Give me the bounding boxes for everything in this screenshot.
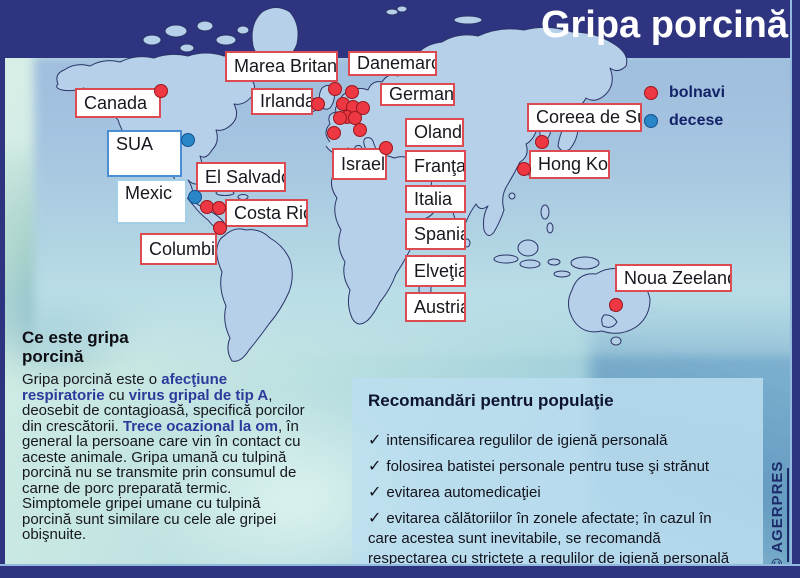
bolnavi-marker — [345, 85, 359, 99]
recommendation-item: ✓ evitarea călătoriilor în zonele afectat… — [368, 510, 730, 567]
checkmark-icon: ✓ — [368, 432, 382, 449]
frame-bottom — [0, 566, 800, 578]
recommendation-item: ✓ folosirea batistei personale pentru tus… — [368, 458, 710, 475]
bolnavi-marker — [213, 221, 227, 235]
country-label-spania: Spania — [405, 218, 466, 250]
country-label-mexic: Mexic — [116, 179, 187, 224]
country-label-israel: Israel — [332, 148, 387, 180]
about-text-highlight: afecţiune respiratorie — [22, 371, 228, 404]
country-label-fran-a: Franţa — [405, 150, 466, 182]
recommendations-list: ✓ intensificarea regulilor de igienă pers… — [368, 431, 741, 569]
about-panel: Ce este gripa porcină Gripa porcină este… — [22, 328, 312, 543]
checkmark-icon: ✓ — [368, 458, 382, 475]
bolnavi-marker — [535, 135, 549, 149]
checkmark-icon: ✓ — [368, 510, 382, 527]
bolnavi-marker — [333, 111, 347, 125]
about-text-segment: , în general la persoane care vin în con… — [22, 417, 301, 543]
about-text-highlight: virus gripal de tip A — [128, 386, 269, 404]
country-label-canada: Canada — [75, 88, 161, 118]
country-label-hong-kong: Hong Kong — [529, 150, 610, 179]
bolnavi-marker — [517, 162, 531, 176]
recommendation-item: ✓ intensificarea regulilor de igienă pers… — [368, 432, 668, 449]
country-label-italia: Italia — [405, 185, 466, 213]
country-label-costa-rica: Costa Rica — [225, 199, 308, 227]
legend-item-bolnavi: bolnavi — [644, 84, 725, 102]
about-text-segment: cu — [104, 386, 129, 404]
about-text-highlight: Trece ocazional la om — [122, 417, 278, 435]
decese-marker — [188, 190, 202, 204]
recommendations-heading: Recomandări pentru populaţie — [368, 391, 614, 410]
frame-left — [0, 0, 5, 578]
about-heading: Ce este gripa porcină — [22, 328, 129, 366]
agency-credit: © AGERPRES — [769, 460, 786, 570]
bolnavi-dot-icon — [644, 86, 658, 100]
bolnavi-marker — [154, 84, 168, 98]
legend-item-decese: decese — [644, 112, 725, 130]
bolnavi-marker — [356, 101, 370, 115]
land-new-zealand-south — [601, 314, 618, 328]
country-label-germania: Germania — [380, 83, 455, 106]
legend-label: decese — [669, 112, 724, 129]
about-text-segment: Gripa porcină este o — [22, 371, 162, 388]
bolnavi-marker — [328, 82, 342, 96]
recommendations-panel: Recomandări pentru populaţie ✓ intensific… — [352, 378, 763, 569]
agency-credit-rule — [787, 468, 789, 562]
country-label-noua-zeeland: Noua Zeelandă — [615, 264, 732, 292]
land-south-america — [216, 228, 293, 362]
bolnavi-marker — [379, 141, 393, 155]
country-label-austria: Austria — [405, 292, 466, 322]
country-label-sua: SUA — [107, 130, 182, 177]
country-label-columbia: Columbia — [140, 233, 217, 265]
legend: bolnavi decese — [644, 84, 725, 140]
bolnavi-marker — [609, 298, 623, 312]
decese-marker — [181, 133, 195, 147]
decese-dot-icon — [644, 114, 658, 128]
about-text: Gripa porcină este o afecţiune respirato… — [22, 372, 310, 543]
bolnavi-marker — [353, 123, 367, 137]
country-label-irlanda: Irlanda — [251, 88, 313, 115]
country-label-danemarca: Danemarca — [348, 51, 437, 76]
recommendation-item: ✓ evitarea automedicaţiei — [368, 484, 541, 501]
bolnavi-marker — [212, 201, 226, 215]
country-label-olanda: Olanda — [405, 118, 464, 147]
page-title: Gripa porcină — [540, 4, 788, 46]
checkmark-icon: ✓ — [368, 484, 382, 501]
frame-right — [792, 0, 800, 578]
country-label-el-salvador: El Salvador — [196, 162, 286, 192]
country-label-coreea-de-sud: Coreea de Sud — [527, 103, 642, 132]
bolnavi-marker — [327, 126, 341, 140]
legend-label: bolnavi — [669, 84, 726, 101]
country-label-marea-britanie: Marea Britanie — [225, 51, 338, 82]
country-label-elve-ia: Elveţia — [405, 255, 466, 287]
bolnavi-marker — [311, 97, 325, 111]
